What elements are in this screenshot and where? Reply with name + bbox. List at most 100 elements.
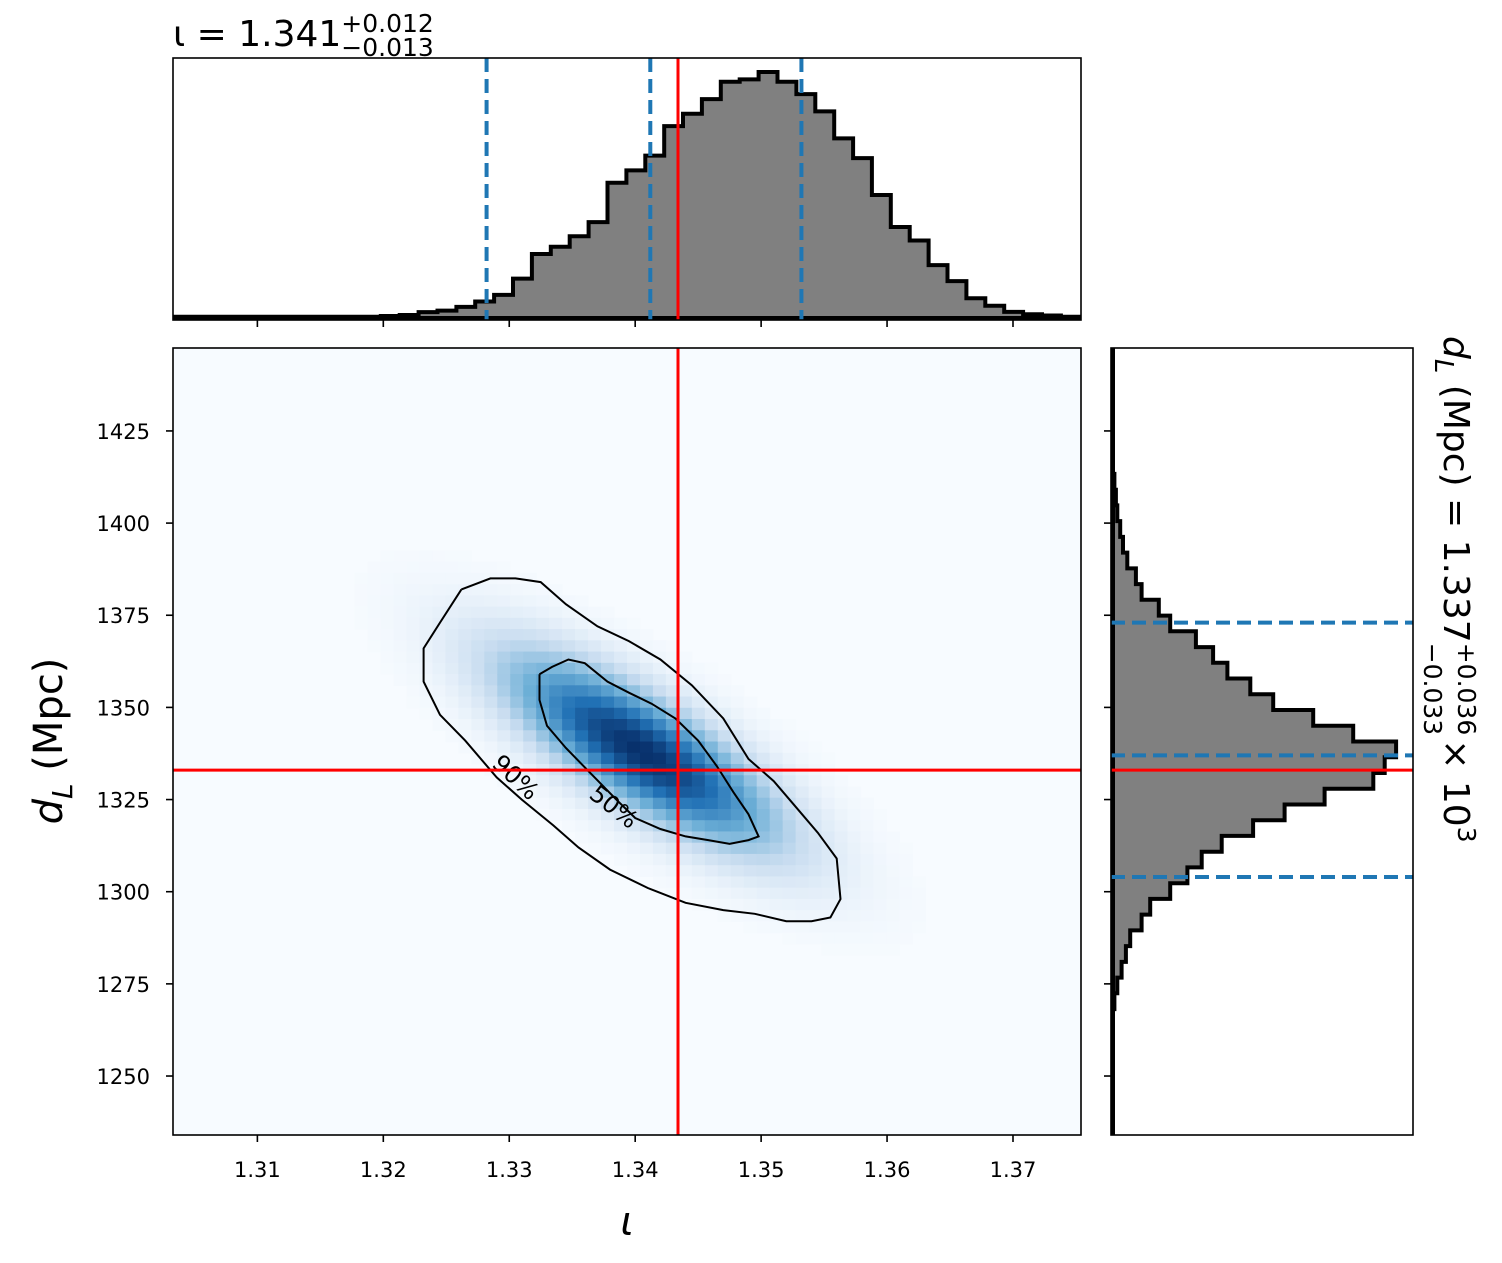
density-cell bbox=[627, 741, 641, 754]
density-cell bbox=[821, 898, 836, 911]
density-cell bbox=[808, 842, 823, 855]
density-cell bbox=[717, 853, 732, 866]
density-cell bbox=[627, 752, 641, 765]
density-cell bbox=[899, 876, 913, 889]
density-cell bbox=[562, 696, 576, 709]
density-cell bbox=[743, 831, 758, 844]
density-cell bbox=[393, 629, 408, 641]
top-panel-frame bbox=[172, 57, 1082, 321]
density-cell bbox=[393, 572, 408, 585]
density-cell bbox=[601, 640, 615, 653]
density-cell bbox=[536, 584, 550, 596]
density-cell bbox=[419, 550, 434, 563]
density-cell bbox=[432, 629, 446, 641]
density-cell bbox=[458, 550, 472, 563]
density-cell bbox=[717, 898, 732, 911]
density-cell bbox=[627, 719, 641, 731]
density-cell bbox=[782, 797, 797, 810]
density-cell bbox=[873, 943, 888, 956]
density-cell bbox=[691, 696, 706, 709]
density-cell bbox=[652, 719, 667, 731]
density-cell bbox=[847, 865, 862, 878]
x-axis-label: ι bbox=[620, 1199, 634, 1245]
density-cell bbox=[393, 584, 408, 596]
density-cell bbox=[639, 651, 654, 664]
density-cell bbox=[471, 640, 485, 653]
density-cell bbox=[756, 741, 771, 754]
density-cell bbox=[652, 842, 667, 855]
density-cell bbox=[523, 651, 537, 664]
density-cell bbox=[743, 876, 758, 889]
density-cell bbox=[730, 719, 745, 731]
y-tick-label: 1425 bbox=[97, 420, 150, 444]
density-cell bbox=[717, 842, 732, 855]
density-cell bbox=[730, 887, 745, 900]
density-cell bbox=[704, 674, 719, 686]
y-tick-label: 1250 bbox=[97, 1065, 150, 1089]
y-title-mid: (Mpc) = 1.337 bbox=[1435, 373, 1476, 642]
density-cell bbox=[730, 876, 745, 889]
density-cell bbox=[562, 808, 576, 821]
density-cell bbox=[665, 752, 680, 765]
density-cell bbox=[782, 831, 797, 844]
density-cell bbox=[627, 617, 641, 630]
density-cell bbox=[860, 797, 875, 810]
density-cell bbox=[536, 752, 550, 765]
density-cell bbox=[523, 572, 537, 585]
density-cell bbox=[601, 617, 615, 630]
density-cell bbox=[432, 662, 446, 675]
density-cell bbox=[380, 662, 395, 675]
density-cell bbox=[523, 584, 537, 596]
density-cell bbox=[678, 719, 693, 731]
density-cell bbox=[821, 831, 836, 844]
density-cell bbox=[704, 775, 719, 788]
density-cell bbox=[588, 674, 602, 686]
density-cell bbox=[912, 887, 926, 900]
density-cell bbox=[691, 775, 706, 788]
density-cell bbox=[510, 730, 524, 743]
density-cell bbox=[678, 730, 693, 743]
density-cell bbox=[808, 820, 823, 833]
density-cell bbox=[873, 853, 888, 866]
density-cell bbox=[717, 696, 732, 709]
density-cell bbox=[665, 797, 680, 810]
density-cell bbox=[536, 617, 550, 630]
density-cell bbox=[536, 696, 550, 709]
density-cell bbox=[652, 707, 667, 720]
density-cell bbox=[652, 786, 667, 799]
contour-50pct bbox=[538, 658, 760, 845]
density-cell bbox=[782, 842, 797, 855]
density-cell bbox=[743, 786, 758, 799]
density-cell bbox=[691, 842, 706, 855]
density-cell bbox=[808, 887, 823, 900]
density-cell bbox=[691, 730, 706, 743]
density-cell bbox=[847, 853, 862, 866]
density-cell bbox=[588, 752, 602, 765]
density-cell bbox=[678, 865, 693, 878]
density-cell bbox=[601, 808, 615, 821]
density-cell bbox=[562, 674, 576, 686]
density-cell bbox=[808, 853, 823, 866]
density-cell bbox=[471, 561, 485, 574]
density-cell bbox=[886, 943, 900, 956]
density-cell bbox=[575, 775, 589, 788]
density-cell bbox=[445, 561, 459, 574]
density-cell bbox=[588, 662, 602, 675]
density-cell bbox=[458, 707, 472, 720]
density-cell bbox=[549, 797, 563, 810]
density-cell bbox=[562, 651, 576, 664]
density-cell bbox=[601, 741, 615, 754]
density-cell bbox=[743, 797, 758, 810]
density-cell bbox=[523, 719, 537, 731]
density-cell bbox=[886, 887, 900, 900]
density-cell bbox=[769, 853, 784, 866]
density-cell bbox=[704, 820, 719, 833]
density-cell bbox=[691, 752, 706, 765]
density-cell bbox=[523, 786, 537, 799]
x-tick-label: 1.35 bbox=[738, 1158, 785, 1182]
density-cell bbox=[808, 932, 823, 945]
density-cell bbox=[406, 696, 421, 709]
density-cell bbox=[445, 685, 459, 698]
density-cell bbox=[627, 775, 641, 788]
density-cell bbox=[445, 629, 459, 641]
